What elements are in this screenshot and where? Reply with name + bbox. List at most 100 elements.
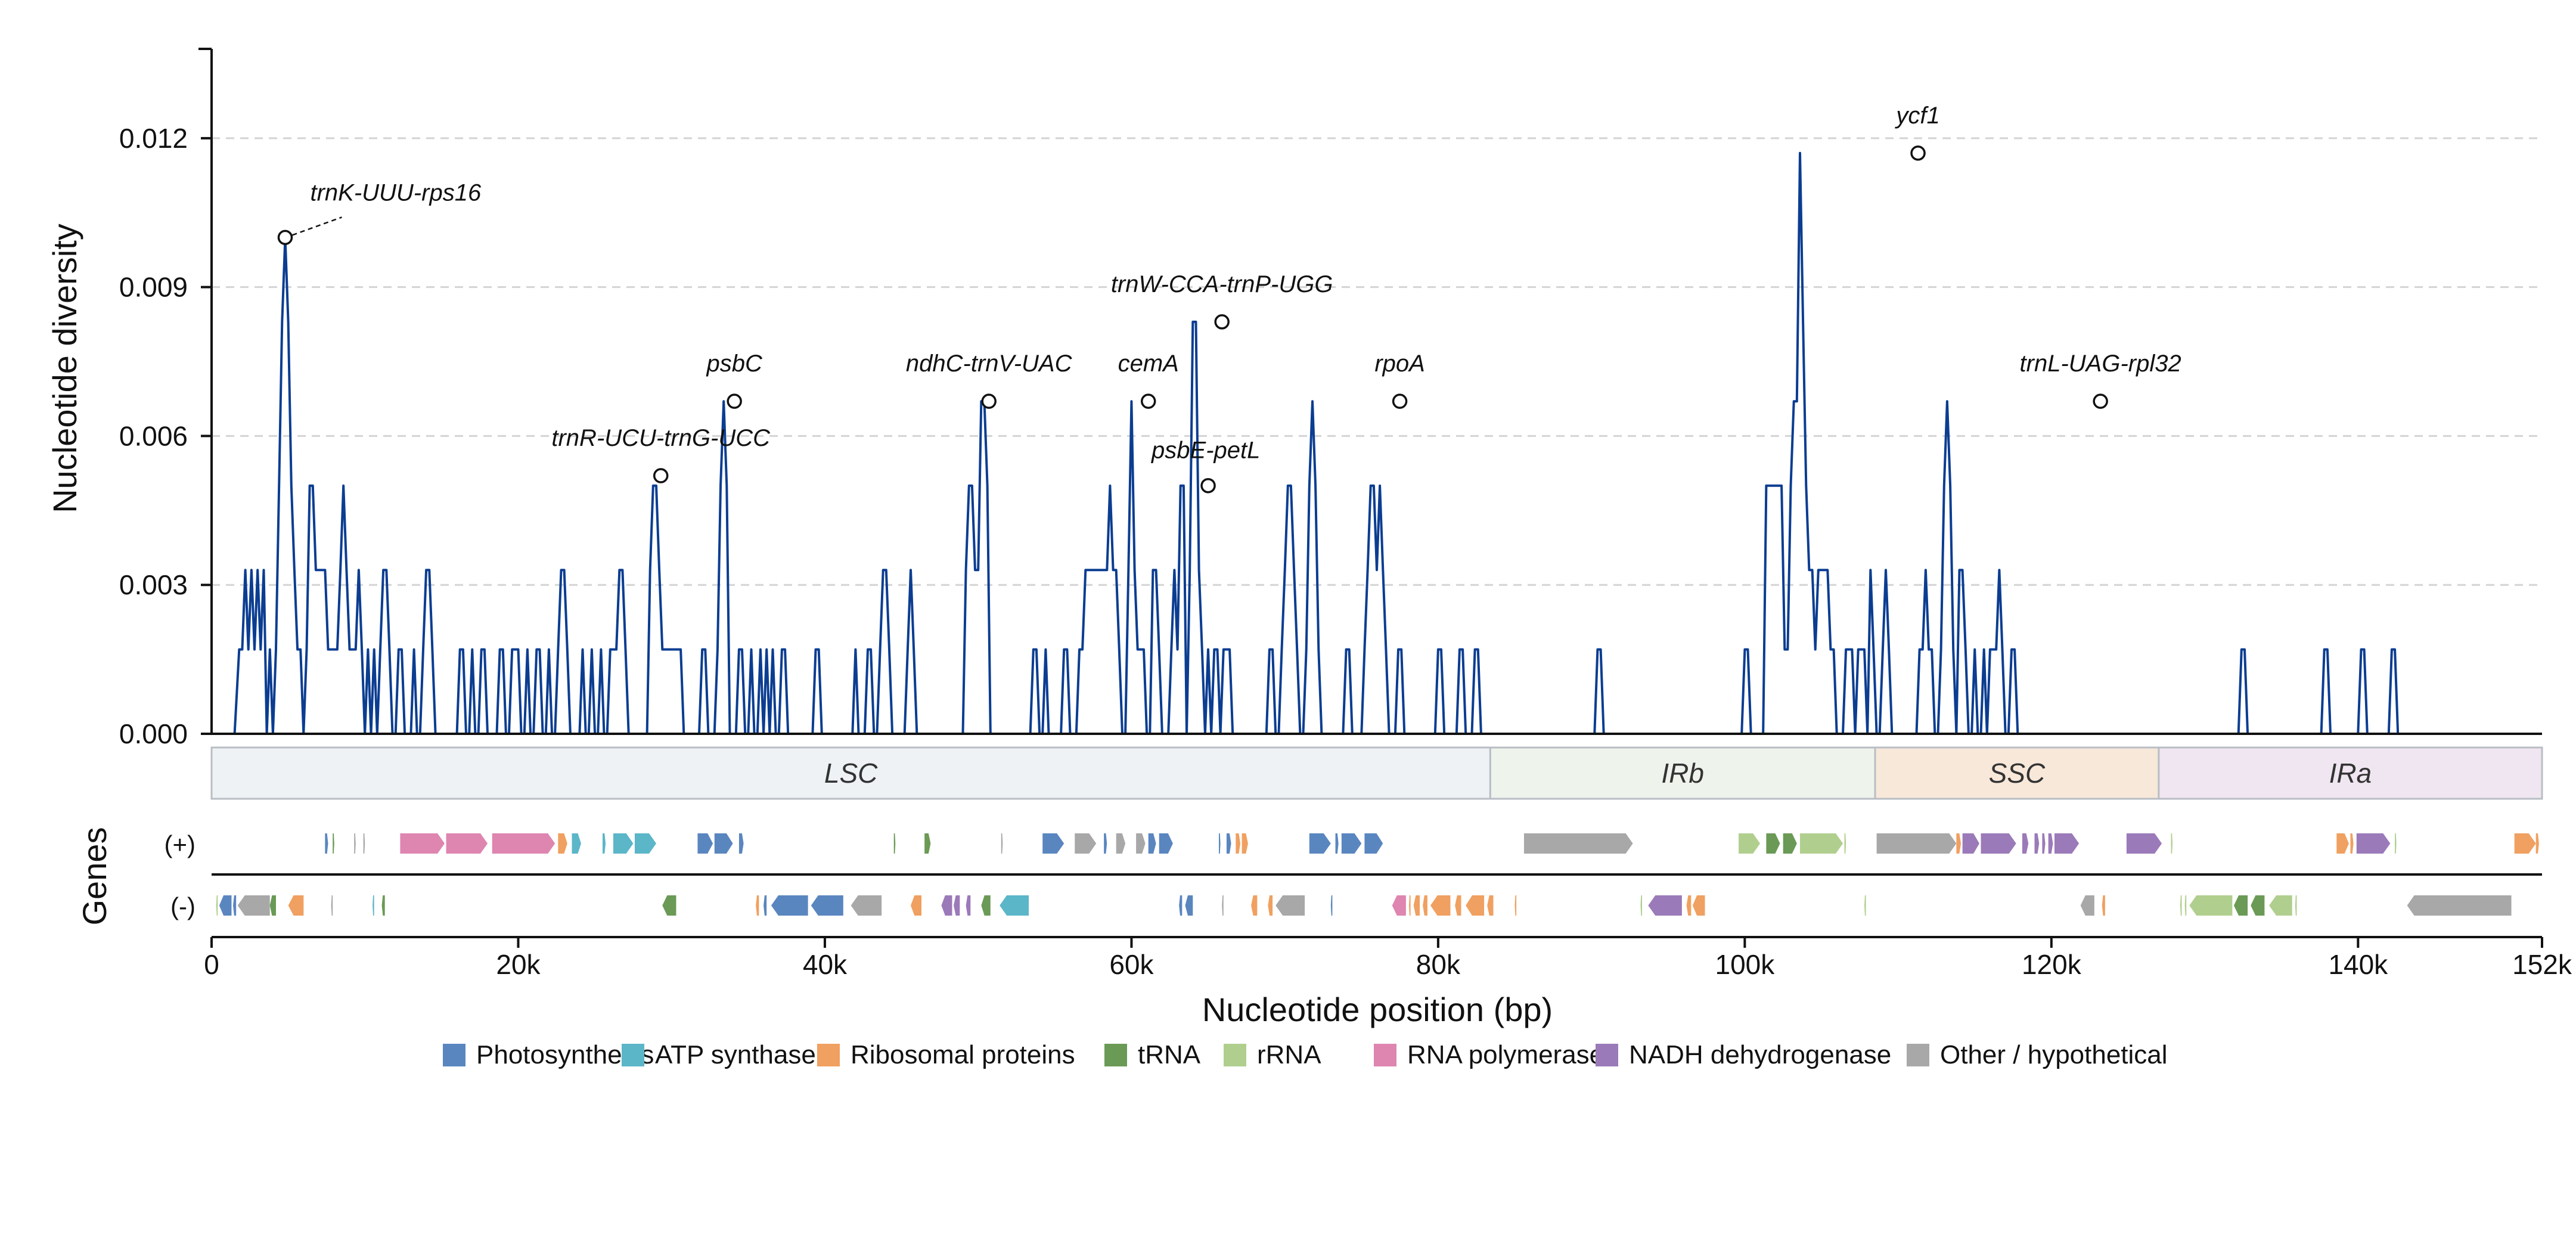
gene-ribo <box>288 895 304 916</box>
gene-photo <box>1185 895 1193 916</box>
gene-ndh <box>954 895 960 916</box>
legend-swatch-rrna <box>1224 1044 1246 1066</box>
gene-atp <box>1000 895 1029 916</box>
legend-label-ribo: Ribosomal proteins <box>851 1040 1075 1069</box>
grid-lines <box>212 137 2542 586</box>
gene-photo <box>1159 833 1173 854</box>
genome-region-bar: LSC IRb SSC IRa <box>210 746 2543 800</box>
gene-photo <box>1335 833 1339 854</box>
gene-atp <box>572 833 581 854</box>
gene-ribo <box>911 895 922 916</box>
gene-rrna <box>1864 895 1866 916</box>
gene-ndh <box>941 895 952 916</box>
gene-trna <box>2233 895 2248 916</box>
gene-ndh <box>1648 895 1682 916</box>
y-tick-label: 0.012 <box>119 123 188 154</box>
gene-ribo <box>1236 833 1241 854</box>
gene-ndh <box>966 895 971 916</box>
gene-ribo <box>2514 833 2536 854</box>
y-tick-label: 0.003 <box>119 569 188 600</box>
gene-ndh <box>1962 833 1979 854</box>
gene-trna <box>333 833 334 854</box>
gene-ribo <box>1487 895 1494 916</box>
region-ira <box>2158 746 2543 800</box>
legend-label-rrna: rRNA <box>1257 1040 1321 1069</box>
gene-photo <box>1341 833 1362 854</box>
gene-rnap <box>400 833 445 854</box>
region-label: IRa <box>2329 758 2372 789</box>
region-label: LSC <box>824 758 878 789</box>
gene-trna <box>924 833 931 854</box>
legend-swatch-rnap <box>1374 1044 1396 1066</box>
legend-swatch-ribo <box>817 1044 840 1066</box>
gene-ndh <box>1981 833 2016 854</box>
gene-photo <box>1042 833 1064 854</box>
gene-rnap <box>1392 895 1406 916</box>
gene-photo <box>1104 833 1107 854</box>
gene-trna <box>981 895 991 916</box>
gene-trna <box>893 833 896 854</box>
peak-marker <box>653 468 669 483</box>
gene-other <box>1275 895 1305 916</box>
gene-photo <box>233 895 237 916</box>
gene-ndh <box>2054 833 2080 854</box>
peak-annotations: trnK-UUU-rps16 trnR-UCU-trnG-UCC psbC ndhC-… <box>277 103 2181 494</box>
gene-other <box>1116 833 1126 854</box>
gene-ribo <box>2336 833 2349 854</box>
gene-photo <box>771 895 808 916</box>
gene-rnap <box>492 833 555 854</box>
gene-other <box>1222 895 1224 916</box>
region-label: IRb <box>1661 758 1704 789</box>
gene-photo <box>1226 833 1231 854</box>
peak-marker <box>1392 393 1408 409</box>
gene-rrna <box>216 895 218 916</box>
peak-label: trnL-UAG-rpl32 <box>2020 351 2181 377</box>
gene-photo <box>325 833 328 854</box>
gene-ribo <box>1268 895 1273 916</box>
gene-ribo <box>1686 895 1692 916</box>
gene-other <box>1075 833 1097 854</box>
strand-minus-label: (-) <box>170 892 195 920</box>
gene-ribo <box>2350 833 2354 854</box>
gene-trna <box>269 895 277 916</box>
peak-leader-line <box>292 216 342 236</box>
gene-rrna <box>2184 895 2187 916</box>
y-tick-label: 0.000 <box>119 718 188 749</box>
gene-trna <box>2251 895 2265 916</box>
legend-label-ndh: NADH dehydrogenase <box>1629 1040 1891 1069</box>
gene-photo <box>1330 895 1333 916</box>
legend-label-other: Other / hypothetical <box>1940 1040 2168 1069</box>
peak-label: ndhC-trnV-UAC <box>906 351 1073 377</box>
peak-label: trnR-UCU-trnG-UCC <box>551 425 771 451</box>
gene-photo <box>811 895 843 916</box>
y-axis: 0.000 0.003 0.006 0.009 0.012 <box>119 48 2542 749</box>
gene-ribo <box>1242 833 1248 854</box>
gene-photo <box>764 895 767 916</box>
gene-ribo <box>1514 895 1517 916</box>
gene-atp <box>602 833 606 854</box>
gene-ribo <box>2102 895 2105 916</box>
gene-photo <box>1219 833 1221 854</box>
gene-tracks: Genes (+) (-) <box>76 827 2542 926</box>
gene-photo <box>1179 895 1183 916</box>
x-tick-label: 20k <box>496 949 541 980</box>
x-tick-label: 120k <box>2022 949 2082 980</box>
gene-ndh <box>2126 833 2162 854</box>
diversity-series-line <box>212 151 2401 735</box>
gene-trna <box>662 895 676 916</box>
gene-ribo <box>558 833 567 854</box>
gene-other <box>354 833 356 854</box>
gene-other <box>1136 833 1146 854</box>
category-legend: Photosynthesis ATP synthase Ribosomal prot… <box>443 1040 2168 1069</box>
legend-label-trna: tRNA <box>1138 1040 1201 1069</box>
gene-ribo <box>1430 895 1451 916</box>
gene-trna <box>381 895 385 916</box>
legend-swatch-other <box>1907 1044 1929 1066</box>
y-tick-label: 0.006 <box>119 420 188 451</box>
gene-photo <box>1364 833 1383 854</box>
gene-photo <box>714 833 733 854</box>
nucleotide-diversity-line <box>212 151 2401 735</box>
peak-marker <box>1910 145 1926 161</box>
legend-swatch-ndh <box>1596 1044 1618 1066</box>
gene-ndh <box>2022 833 2029 854</box>
